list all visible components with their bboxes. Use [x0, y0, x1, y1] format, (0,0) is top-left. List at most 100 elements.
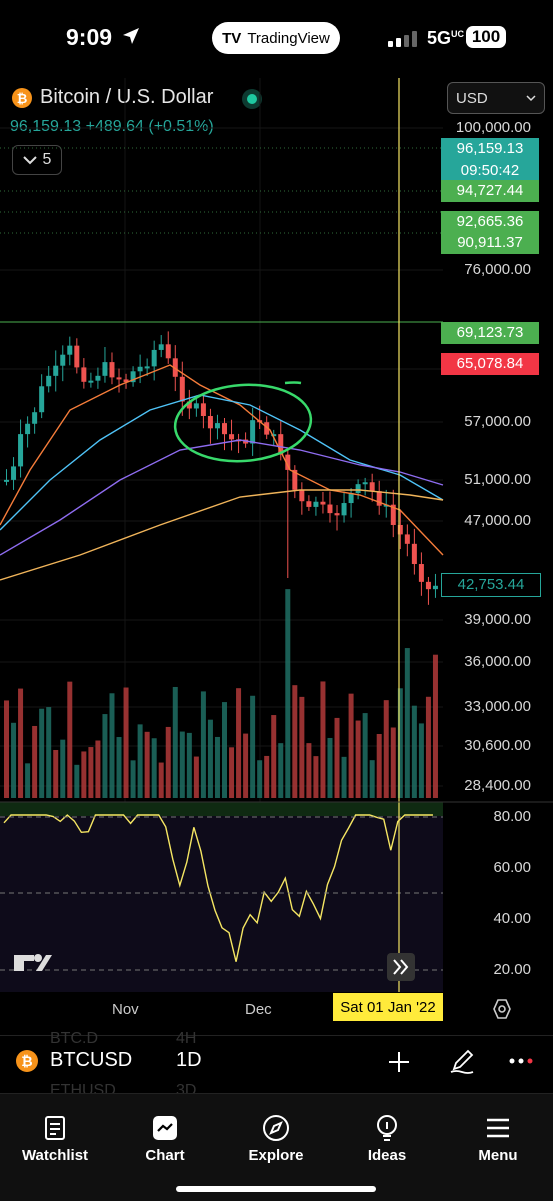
bitcoin-logo-icon: ₿ — [16, 1050, 38, 1072]
candle — [158, 344, 164, 350]
candle — [348, 493, 354, 504]
crosshair-date-label: Sat 01 Jan '22 — [333, 993, 443, 1021]
volume-bar — [60, 739, 66, 798]
candle — [109, 362, 115, 378]
volume-bar — [229, 747, 235, 798]
candle — [299, 489, 305, 502]
indicator-count: 5 — [42, 151, 52, 168]
price-tag: 90,911.37 — [441, 232, 539, 254]
symbol-title[interactable]: Bitcoin / U.S. Dollar — [40, 86, 214, 108]
annotation-circle — [173, 383, 313, 463]
price-axis-label: 33,000.00 — [464, 698, 531, 715]
app-indicator-pill[interactable]: TV TradingView — [212, 22, 340, 54]
price-tag: 94,727.44 — [441, 180, 539, 202]
candle — [369, 482, 375, 492]
volume-bar — [144, 731, 150, 798]
price-change: +489.64 (+0.51%) — [85, 118, 214, 135]
symbol-selector[interactable]: BTCUSD — [50, 1049, 133, 1071]
candle — [292, 469, 298, 490]
volume-bar — [271, 715, 277, 798]
tab-label: Chart — [145, 1147, 185, 1164]
price-axis-label: 57,000.00 — [464, 413, 531, 430]
price-tag: 69,123.73 — [441, 322, 539, 344]
lightbulb-icon — [377, 1115, 397, 1141]
annotation-tail — [284, 381, 302, 385]
volume-bar — [193, 756, 199, 798]
candle — [186, 401, 192, 409]
volume-bar — [313, 756, 319, 798]
candle — [116, 377, 122, 380]
candle — [123, 379, 129, 383]
add-icon[interactable] — [387, 1050, 411, 1074]
volume-bar — [158, 762, 164, 798]
volume-bar — [285, 589, 291, 798]
chevron-down-icon — [22, 156, 37, 165]
volume-bar — [404, 648, 410, 798]
volume-bar — [186, 732, 192, 798]
candle — [285, 454, 291, 470]
candle — [390, 504, 396, 525]
volume-bar — [172, 686, 178, 798]
volume-bar — [334, 717, 340, 798]
volume-bar — [102, 714, 108, 798]
tab-ideas[interactable]: Ideas — [332, 1094, 442, 1164]
candle — [207, 416, 213, 429]
candle — [397, 524, 403, 535]
volume-bar — [390, 727, 396, 798]
candle — [151, 349, 157, 367]
ma-slow-line — [0, 439, 444, 556]
price-axis-label: 47,000.00 — [464, 512, 531, 529]
volume-bar — [320, 681, 326, 798]
volume-bar — [432, 654, 438, 798]
candle — [264, 422, 270, 435]
price-axis-label: 36,000.00 — [464, 653, 531, 670]
candle — [278, 434, 284, 455]
candle — [11, 466, 17, 480]
x-axis-label-nov: Nov — [112, 1001, 139, 1018]
currency-select[interactable]: USD — [447, 82, 545, 114]
volume-bar — [278, 743, 284, 798]
more-options-icon[interactable] — [508, 1056, 536, 1066]
volume-bar — [257, 760, 263, 798]
candle — [60, 354, 66, 366]
price-tag: 42,753.44 — [441, 573, 541, 597]
signal-bars-icon — [388, 31, 417, 47]
candle — [222, 423, 227, 435]
tab-chart[interactable]: Chart — [110, 1094, 220, 1164]
candle — [67, 345, 73, 355]
ma-fast-line — [0, 364, 444, 556]
candle — [39, 386, 45, 413]
price-tag: 65,078.84 — [441, 353, 539, 375]
candle — [306, 501, 312, 507]
app-label: TradingView — [247, 29, 330, 47]
candle — [88, 380, 94, 383]
tab-explore[interactable]: Explore — [221, 1094, 331, 1164]
volume-bar — [411, 705, 417, 798]
rsi-axis-label: 20.00 — [493, 961, 531, 978]
draw-tool-icon[interactable] — [448, 1047, 476, 1075]
tab-menu[interactable]: Menu — [443, 1094, 553, 1164]
ghost-symbol-1: BTC.D — [50, 1030, 98, 1047]
candle — [74, 345, 80, 368]
price-chart[interactable] — [0, 0, 553, 1035]
currency-value: USD — [456, 89, 488, 107]
tab-label: Menu — [478, 1147, 518, 1164]
candle — [355, 484, 361, 494]
watchlist-icon — [45, 1116, 65, 1140]
tab-watchlist[interactable]: Watchlist — [0, 1094, 110, 1164]
price-axis-label: 28,400.00 — [464, 777, 531, 794]
tab-label: Watchlist — [21, 1147, 89, 1164]
interval-selector[interactable]: 1D — [176, 1049, 202, 1071]
horizontal-lines — [0, 147, 443, 971]
volume-bar — [123, 687, 129, 798]
volume-bar — [53, 749, 59, 798]
tab-label: Explore — [248, 1147, 304, 1164]
price-axis-label: 100,000.00 — [455, 119, 531, 136]
compass-icon — [263, 1115, 289, 1141]
candle — [130, 371, 136, 383]
indicators-toggle-button[interactable]: 5 — [12, 145, 62, 175]
candle — [53, 365, 59, 376]
volume-bar — [355, 720, 361, 798]
volume-bar — [18, 688, 24, 798]
candle — [411, 543, 417, 565]
